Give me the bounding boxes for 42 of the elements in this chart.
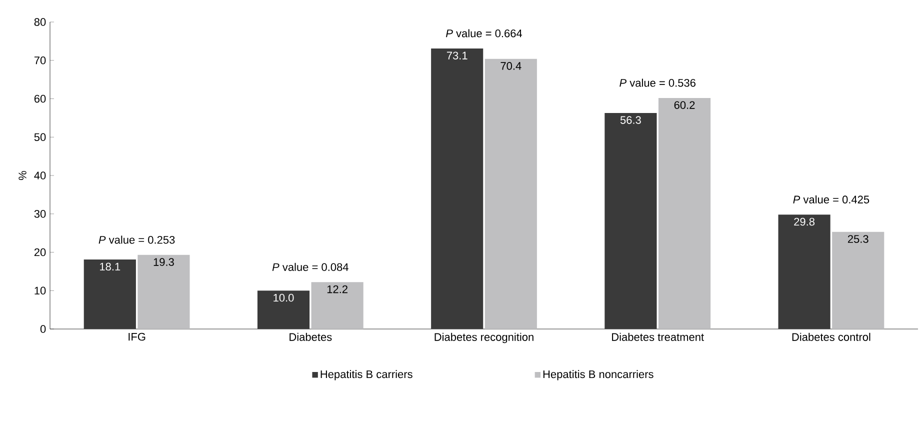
- y-axis-title: %: [18, 171, 26, 180]
- x-tick-label: Diabetes recognition: [434, 332, 534, 344]
- bar: [84, 260, 136, 329]
- y-tick-label: 10: [34, 286, 46, 295]
- annotation: P value = 0.084: [272, 262, 348, 271]
- y-tick-label: 30: [34, 210, 46, 218]
- bar: [257, 290, 310, 329]
- legend-label: Hepatitis B noncarriers: [543, 370, 654, 380]
- y-tick-label: 20: [34, 248, 46, 256]
- bar: [484, 58, 537, 329]
- data-label: 10.0: [274, 294, 294, 302]
- bar: [832, 232, 884, 329]
- annotation: P value = 0.536: [620, 78, 696, 87]
- bar: [138, 254, 190, 329]
- bar: [658, 98, 711, 329]
- annotation: P value = 0.664: [446, 29, 522, 38]
- annotation: P value = 0.253: [98, 236, 175, 244]
- y-tick-label: 80: [34, 18, 46, 26]
- data-label: 18.1: [100, 262, 120, 271]
- y-tick-label: 50: [34, 133, 46, 142]
- legend-label: Hepatitis B carriers: [320, 370, 412, 380]
- data-label: 73.1: [446, 52, 468, 60]
- y-tick-label: 60: [34, 94, 46, 103]
- data-label: 29.8: [794, 218, 815, 226]
- x-tick-label: Diabetes treatment: [612, 332, 704, 341]
- data-label: 60.2: [674, 101, 695, 109]
- x-tick-label: Diabetes: [290, 332, 332, 341]
- data-label: 19.3: [154, 258, 174, 266]
- y-tick-label: 40: [34, 172, 46, 180]
- bar: [778, 214, 830, 329]
- bar: [311, 282, 364, 329]
- data-label: 70.4: [500, 62, 522, 70]
- data-label: 56.3: [620, 116, 641, 124]
- bar: [431, 48, 484, 329]
- bar: [604, 112, 657, 329]
- y-tick-label: 70: [34, 56, 46, 64]
- x-tick-label: IFG: [128, 332, 146, 341]
- data-label: 12.2: [327, 285, 348, 294]
- annotation: P value = 0.425: [793, 195, 870, 204]
- data-label: 25.3: [848, 235, 868, 243]
- x-tick-label: Diabetes control: [792, 332, 870, 341]
- y-tick-label: 0: [40, 325, 46, 333]
